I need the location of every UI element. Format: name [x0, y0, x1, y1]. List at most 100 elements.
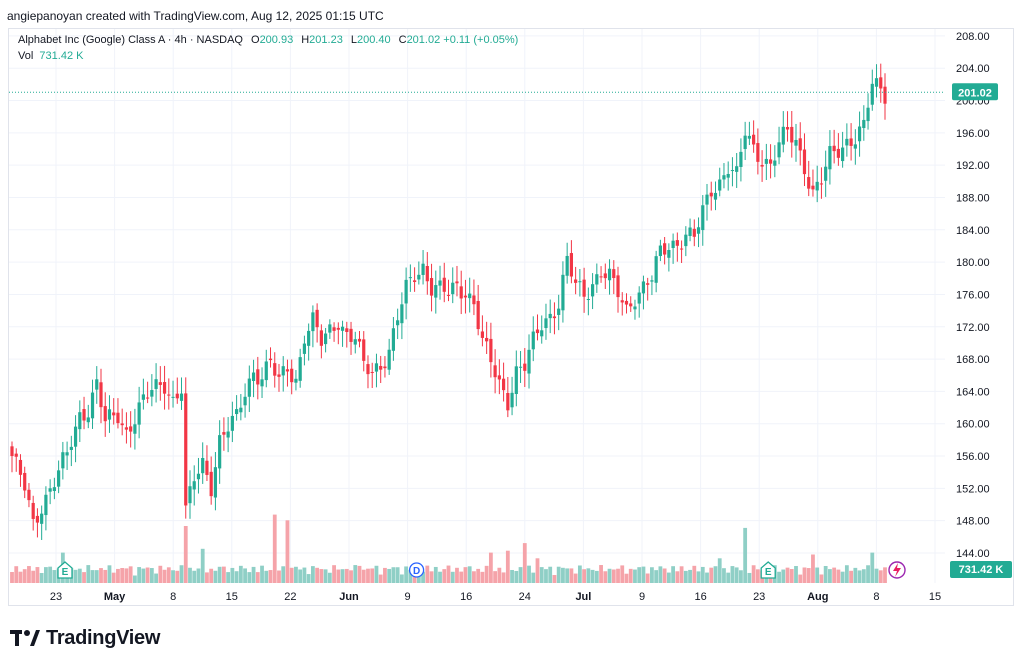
volume-bar	[349, 570, 353, 583]
candle-body	[658, 245, 662, 257]
candle-body	[408, 277, 412, 279]
volume-bar	[39, 573, 44, 583]
candle-body	[277, 374, 281, 377]
volume-bar	[857, 570, 862, 583]
candle-body	[764, 158, 768, 164]
candle-body	[641, 281, 646, 294]
volume-bar	[310, 566, 315, 583]
tradingview-brand[interactable]: TradingView	[10, 626, 160, 650]
candle-body	[802, 149, 807, 175]
symbol-title[interactable]: Alphabet Inc (Google) Class A · 4h · NAS…	[18, 34, 243, 46]
chart-frame	[8, 28, 1014, 606]
volume-bar	[819, 574, 824, 583]
volume-bar	[209, 568, 214, 583]
volume-bar	[467, 566, 472, 583]
volume-bar	[272, 514, 277, 583]
candle-body	[345, 328, 349, 332]
candle-body	[671, 240, 675, 249]
candle-body	[874, 78, 879, 87]
candle-body	[298, 357, 302, 381]
earnings-marker: E	[57, 561, 73, 579]
candle-body	[391, 328, 396, 351]
volume-bar	[344, 568, 349, 583]
candle-body	[688, 227, 692, 237]
candle-body	[48, 488, 52, 492]
volume-legend: Vol 731.42 K	[18, 50, 83, 62]
event-label: D	[413, 566, 420, 577]
volume-bar	[264, 570, 269, 583]
time-tick-label: May	[104, 591, 126, 603]
change-value: +0.11 (+0.05%)	[443, 34, 519, 46]
volume-bar	[357, 565, 362, 583]
candle-body	[828, 146, 832, 170]
candle-body	[192, 481, 196, 490]
volume-bar	[556, 566, 561, 583]
volume-bar	[692, 565, 697, 583]
candle-body	[518, 366, 523, 368]
candle-body	[870, 83, 874, 105]
volume-label: Vol	[18, 50, 34, 62]
volume-bar	[243, 568, 247, 583]
price-tick-label: 184.00	[956, 225, 990, 237]
volume-bar	[179, 565, 184, 583]
candle-body	[654, 256, 658, 283]
volume-bar	[531, 572, 536, 583]
volume-bar	[645, 573, 650, 583]
candle-body	[633, 306, 637, 310]
candle-body	[501, 378, 506, 391]
volume-bar	[149, 568, 154, 583]
candle-body	[446, 294, 451, 296]
price-tick-label: 156.00	[956, 451, 990, 463]
last-volume-badge	[950, 561, 1012, 578]
candle-body	[514, 366, 518, 395]
candle-body	[99, 382, 103, 408]
candle-body	[735, 166, 739, 172]
volume-bar	[539, 567, 544, 583]
volume-bar	[577, 565, 582, 583]
high-label: H	[301, 34, 310, 46]
earnings-icon	[760, 561, 776, 579]
last-price-label: 201.02	[958, 87, 992, 99]
candle-body	[247, 378, 251, 397]
volume-bar	[785, 567, 790, 583]
candle-body	[73, 426, 78, 447]
volume-bar	[777, 571, 781, 583]
volume-bar	[145, 567, 150, 583]
open-value: 200.93	[259, 34, 294, 46]
candle-body	[222, 432, 226, 435]
volume-bar	[353, 565, 358, 583]
candle-body	[332, 327, 336, 331]
volume-bar	[387, 568, 392, 583]
volume-bar	[340, 569, 345, 583]
candle-body	[472, 295, 476, 305]
candle-body	[531, 331, 535, 350]
volume-bar	[459, 571, 464, 583]
candle-body	[561, 274, 565, 311]
candle-body	[794, 139, 798, 146]
volume-bar	[429, 571, 434, 583]
volume-bar	[425, 565, 430, 583]
candle-body	[421, 263, 425, 275]
time-tick-label: 8	[170, 591, 176, 603]
candle-body	[141, 394, 145, 400]
candle-body	[188, 486, 192, 504]
volume-bar	[111, 572, 116, 583]
volume-value: 731.42 K	[39, 50, 84, 62]
candle-body	[120, 423, 124, 426]
volume-bar	[281, 566, 286, 583]
candle-body	[442, 277, 446, 292]
candle-body	[264, 361, 268, 381]
candle-body	[718, 179, 722, 191]
volume-bar	[196, 568, 201, 583]
candle-body	[777, 142, 781, 158]
candle-body	[599, 276, 603, 278]
volume-bar	[476, 568, 481, 583]
volume-bar	[10, 572, 14, 583]
candle-body	[713, 192, 718, 200]
volume-bar	[743, 527, 748, 583]
time-axis: 23 May 8 15 22 Jun 9 16 24 Jul 9 16 23 Aug 8 15	[50, 591, 941, 603]
price-tick-label: 160.00	[956, 419, 990, 431]
volume-bar	[683, 570, 688, 583]
